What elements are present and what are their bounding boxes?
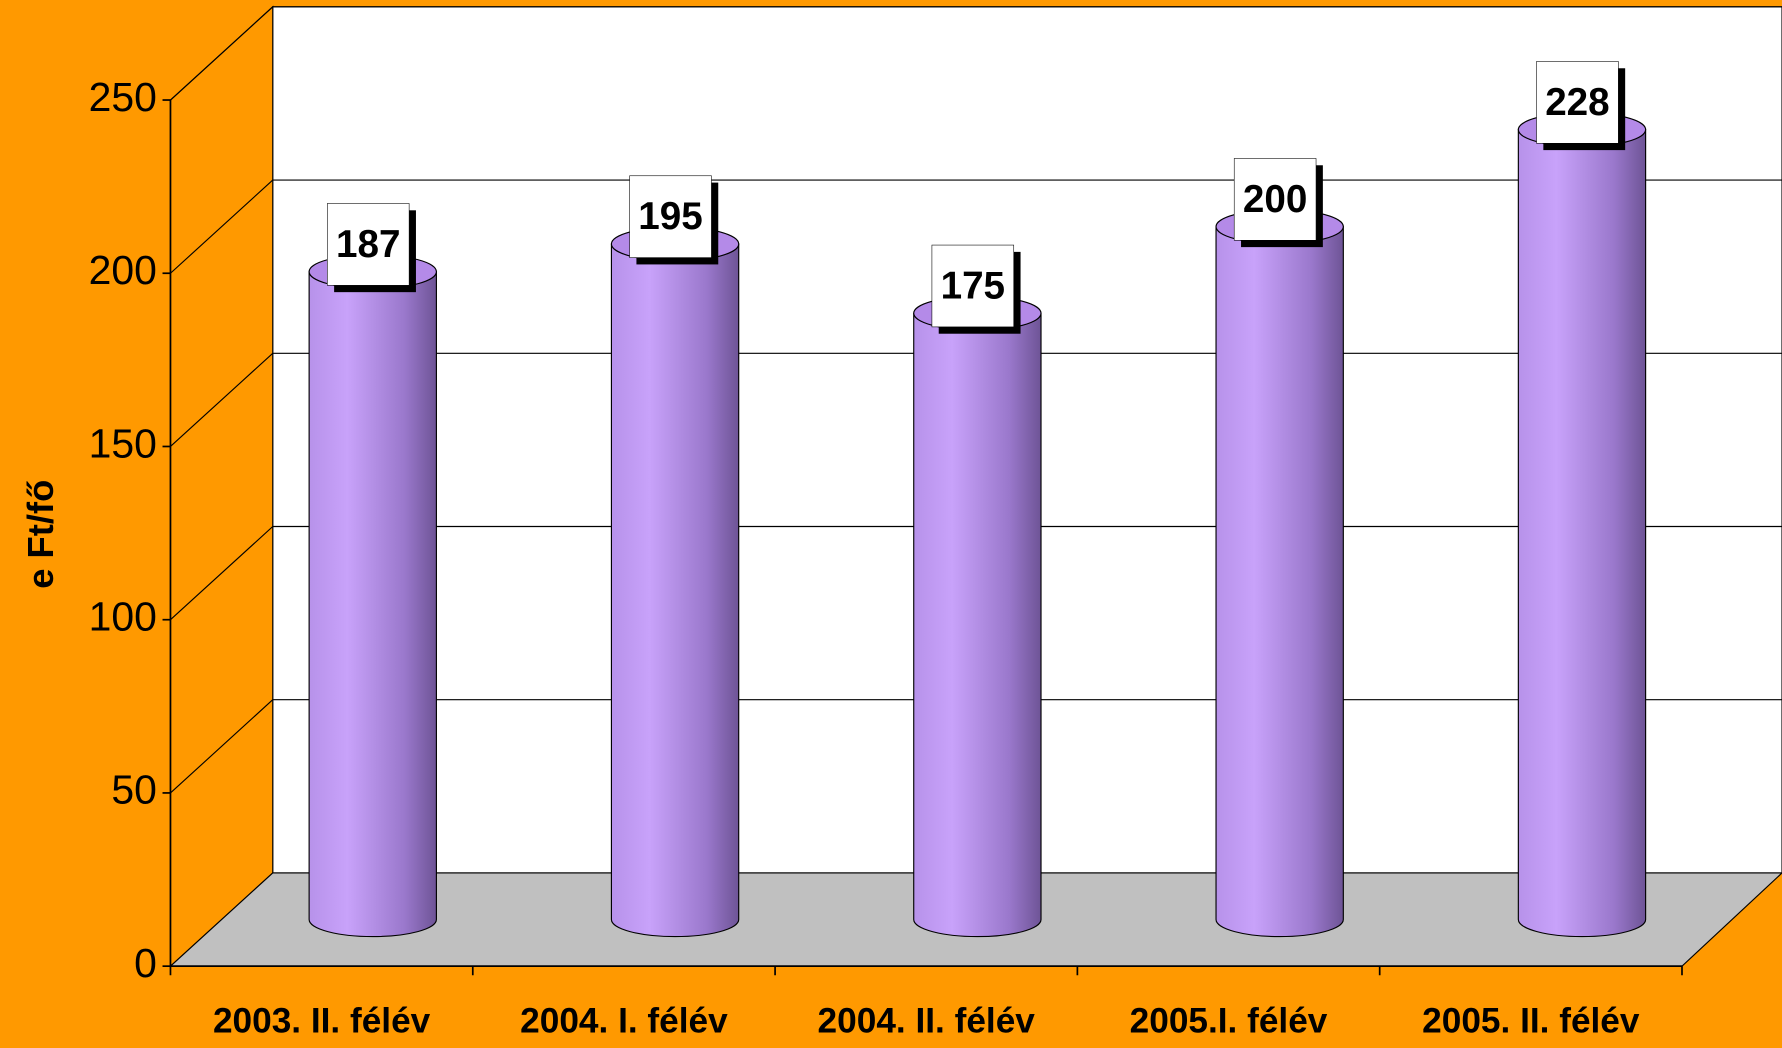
value-label-box	[629, 175, 712, 258]
cylinder	[308, 271, 437, 938]
y-tick-label: 250	[89, 74, 157, 120]
x-tick-label: 2004. I. félév	[520, 1001, 728, 1040]
grid-line-side	[170, 699, 274, 794]
value-label: 200	[1243, 178, 1307, 221]
grid-line-side	[170, 352, 274, 447]
side-wall	[169, 5, 274, 968]
x-tick-label: 2004. II. félév	[818, 1001, 1036, 1040]
value-label-box	[327, 203, 410, 286]
value-label: 187	[336, 223, 400, 266]
y-tick-label: 50	[111, 767, 157, 813]
value-label: 228	[1545, 81, 1609, 124]
x-tick-label: 2003. II. félév	[213, 1001, 431, 1040]
value-label-box	[1536, 61, 1619, 144]
y-tick-label: 200	[89, 247, 157, 293]
value-label: 195	[638, 195, 702, 238]
x-tick-label: 2005. II. félév	[1422, 1001, 1640, 1040]
value-label-box	[931, 244, 1015, 328]
value-label-box	[1233, 158, 1317, 241]
y-tick-label: 0	[134, 940, 157, 986]
cylinder	[1215, 226, 1344, 938]
grid-line-side	[170, 6, 274, 101]
y-axis-label: e Ft/fő	[20, 480, 61, 589]
grid-line-side	[170, 526, 274, 621]
grid-line-side	[170, 179, 274, 274]
value-label: 175	[941, 264, 1005, 307]
cylinder	[610, 243, 740, 938]
y-tick-label: 150	[89, 420, 157, 466]
cylinder	[913, 312, 1042, 938]
cylinder	[1517, 129, 1647, 938]
x-tick-label: 2005.I. félév	[1130, 1001, 1328, 1040]
y-tick-label: 100	[89, 594, 157, 640]
